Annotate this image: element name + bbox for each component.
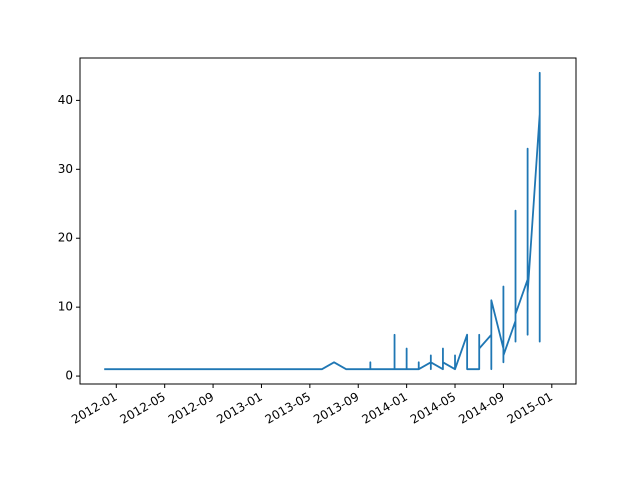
axes-frame (79, 57, 577, 385)
x-tick-label: 2013-05 (263, 390, 313, 427)
x-tick-label: 2014-05 (408, 390, 458, 427)
y-tick-label: 10 (58, 300, 73, 314)
x-tick-label: 2014-09 (456, 390, 506, 427)
data-line (104, 71, 541, 371)
x-tick-label: 2012-05 (118, 390, 168, 427)
x-tick-label: 2013-09 (311, 390, 361, 427)
x-tick-label: 2012-01 (69, 390, 119, 427)
x-tick-label: 2012-09 (166, 390, 216, 427)
y-tick-label: 30 (58, 162, 73, 176)
y-tick-label: 40 (58, 93, 73, 107)
x-tick-label: 2015-01 (505, 390, 555, 427)
y-tick-label: 20 (58, 231, 73, 245)
x-tick-label: 2013-01 (214, 390, 264, 427)
x-tick-label: 2014-01 (359, 390, 409, 427)
y-tick-label: 0 (65, 369, 73, 383)
